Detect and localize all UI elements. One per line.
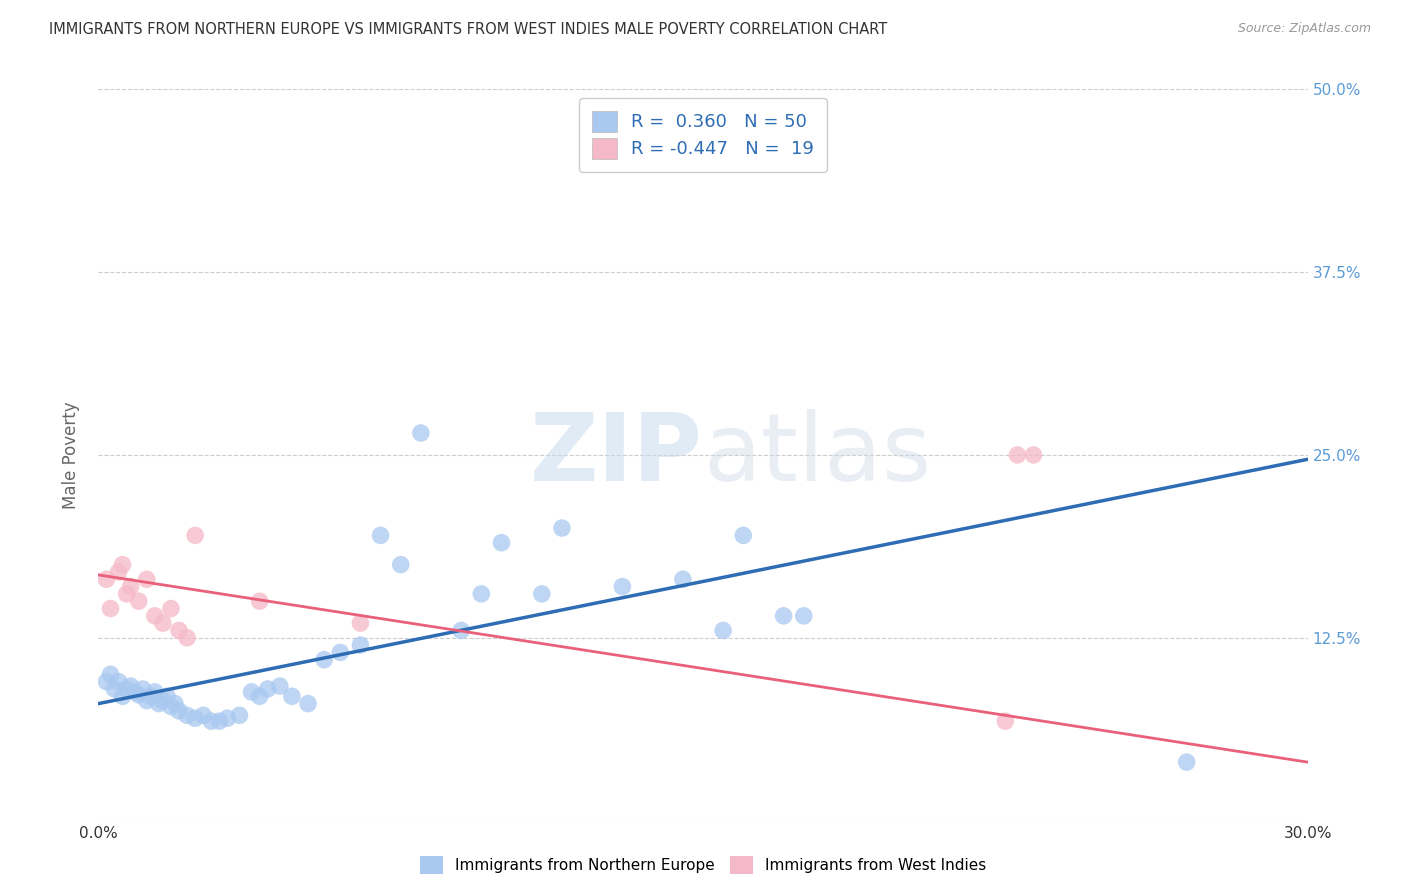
Point (103, 681, 125, 696)
Point (148, 697, 170, 711)
Point (176, 631, 198, 645)
Text: ZIP: ZIP (530, 409, 703, 501)
Point (152, 616, 174, 631)
Point (167, 624, 190, 638)
Point (228, 708, 250, 723)
Point (193, 708, 215, 723)
Point (163, 697, 186, 711)
Point (1175, 755, 1198, 769)
Point (249, 690, 271, 704)
Point (1022, 448, 1045, 462)
Point (711, 624, 734, 638)
Point (672, 572, 695, 586)
Text: Source: ZipAtlas.com: Source: ZipAtlas.com (1237, 22, 1371, 36)
Point (107, 674, 129, 689)
Point (124, 685, 146, 699)
Legend: Immigrants from Northern Europe, Immigrants from West Indies: Immigrants from Northern Europe, Immigra… (413, 850, 993, 880)
Point (120, 580, 142, 594)
Text: atlas: atlas (703, 409, 931, 501)
Point (314, 653, 336, 667)
Point (297, 697, 319, 711)
Point (111, 690, 134, 704)
Text: IMMIGRANTS FROM NORTHERN EUROPE VS IMMIGRANTS FROM WEST INDIES MALE POVERTY CORR: IMMIGRANTS FROM NORTHERN EUROPE VS IMMIG… (49, 22, 887, 37)
Point (115, 587, 138, 601)
Point (530, 587, 553, 601)
Point (349, 638, 371, 652)
Point (184, 711, 207, 725)
Point (120, 679, 142, 693)
Point (128, 688, 150, 702)
Point (217, 711, 239, 725)
Point (491, 535, 513, 549)
Point (176, 708, 198, 723)
Point (349, 616, 371, 631)
Point (100, 601, 122, 615)
Point (135, 572, 157, 586)
Point (96, 572, 118, 586)
Point (1007, 448, 1029, 462)
Point (143, 685, 166, 699)
Point (793, 608, 815, 623)
Point (256, 681, 278, 696)
Point (184, 528, 207, 542)
Point (370, 528, 392, 542)
Point (772, 608, 794, 623)
Point (139, 690, 162, 704)
Point (152, 694, 174, 708)
Point (156, 690, 179, 704)
Point (389, 558, 412, 572)
Point (167, 704, 190, 718)
Point (143, 608, 166, 623)
Point (135, 694, 157, 708)
Point (269, 679, 291, 693)
Point (96, 674, 118, 689)
Point (733, 528, 755, 542)
Point (994, 714, 1017, 728)
Point (200, 714, 222, 728)
Point (160, 601, 183, 615)
Point (132, 681, 155, 696)
Point (115, 681, 138, 696)
Point (612, 580, 634, 594)
Point (240, 685, 263, 699)
Point (111, 558, 134, 572)
Point (281, 690, 304, 704)
Point (450, 624, 472, 638)
Point (100, 667, 122, 681)
Point (107, 565, 129, 579)
Point (329, 645, 352, 659)
Point (208, 714, 231, 728)
Point (128, 594, 150, 608)
Point (551, 521, 574, 535)
Point (160, 699, 183, 714)
Point (249, 594, 271, 608)
Point (409, 425, 432, 440)
Point (470, 587, 492, 601)
Legend: R =  0.360   N = 50, R = -0.447   N =  19: R = 0.360 N = 50, R = -0.447 N = 19 (579, 98, 827, 171)
Y-axis label: Male Poverty: Male Poverty (62, 401, 80, 508)
